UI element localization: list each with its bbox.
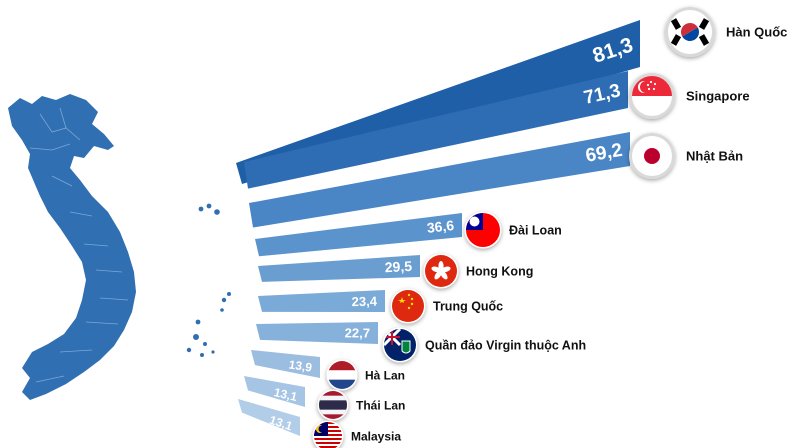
bars <box>236 20 640 436</box>
province-borders <box>29 107 129 383</box>
island-shape <box>195 319 201 325</box>
island-shape <box>203 342 207 346</box>
singapore-flag-icon <box>629 73 675 119</box>
island-shape <box>193 334 199 340</box>
thailand-flag-icon <box>317 389 349 421</box>
island-shape <box>206 203 212 209</box>
china-flag-icon <box>390 288 426 324</box>
value-label: 22,7 <box>345 325 370 340</box>
islands-icon <box>186 203 231 357</box>
category-labels: Hàn Quốc Singapore Nhật Bản Đài Loan Hong Ko… <box>351 25 787 444</box>
category-label: Quần đảo Virgin thuộc Anh <box>425 339 586 353</box>
category-label: Singapore <box>686 89 750 104</box>
category-label: Thái Lan <box>356 398 405 412</box>
bar-6 <box>258 290 385 312</box>
category-label: Đài Loan <box>509 224 562 238</box>
province-border-line <box>85 321 119 325</box>
value-label: 13,9 <box>288 357 313 374</box>
province-border-line <box>51 175 73 187</box>
malaysia-flag-icon <box>312 420 344 448</box>
bar-9 <box>244 376 305 407</box>
bar-4 <box>255 213 462 257</box>
category-label: Nhật Bản <box>686 149 743 164</box>
taiwan-flag-icon <box>464 211 502 249</box>
japan-flag-icon <box>629 133 675 179</box>
value-label: 36,6 <box>426 217 455 236</box>
bar-5 <box>258 255 420 282</box>
bar-7 <box>256 322 378 344</box>
south-korea-flag-icon <box>665 7 715 57</box>
british-virgin-islands-flag-icon <box>382 327 418 363</box>
category-label: Trung Quốc <box>433 300 503 314</box>
bar-8 <box>251 350 320 378</box>
category-label: Hong Kong <box>466 265 533 279</box>
province-border-line <box>69 211 93 217</box>
bar-3 <box>249 132 630 228</box>
province-border-line <box>95 269 123 273</box>
value-label: 13,1 <box>273 385 299 404</box>
netherlands-flag-icon <box>326 359 358 391</box>
bar-10 <box>238 399 300 436</box>
island-shape <box>221 297 227 303</box>
hong-kong-flag-icon <box>423 253 459 289</box>
bar-2 <box>244 71 628 189</box>
category-label: Hà Lan <box>365 368 405 382</box>
category-label: Hàn Quốc <box>726 25 787 40</box>
island-shape <box>211 350 215 354</box>
province-border-line <box>99 297 129 301</box>
province-border-line <box>39 113 81 141</box>
island-shape <box>200 353 204 357</box>
island-shape <box>220 308 224 312</box>
vietnam-map-icon <box>8 94 231 400</box>
island-shape <box>186 347 192 353</box>
value-label: 23,4 <box>352 294 378 310</box>
category-label: Malaysia <box>351 429 401 443</box>
value-label: 29,5 <box>384 258 412 275</box>
province-border-line <box>35 375 65 383</box>
province-border-line <box>83 243 109 247</box>
vietnam-mainland-shape <box>8 94 136 400</box>
island-shape <box>198 206 204 212</box>
province-border-line <box>59 107 67 129</box>
island-shape <box>227 292 231 296</box>
flags <box>312 7 715 448</box>
province-border-line <box>29 143 71 151</box>
province-border-line <box>59 349 93 353</box>
island-shape <box>214 209 220 215</box>
